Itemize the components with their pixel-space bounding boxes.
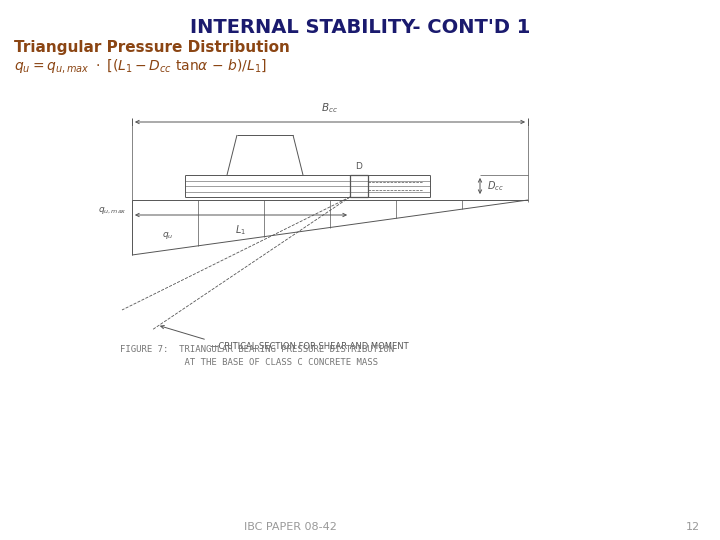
Text: $L_1$: $L_1$ bbox=[235, 223, 246, 237]
Text: $D_{cc}$: $D_{cc}$ bbox=[487, 179, 504, 193]
Text: $q_u$: $q_u$ bbox=[162, 230, 174, 241]
Text: IBC PAPER 08-42: IBC PAPER 08-42 bbox=[243, 522, 336, 532]
Text: $q_{u,max}$: $q_{u,max}$ bbox=[98, 205, 127, 216]
Text: —CRITICAL SECTION FOR SHEAR AND MOMENT: —CRITICAL SECTION FOR SHEAR AND MOMENT bbox=[210, 342, 409, 351]
Text: D: D bbox=[356, 162, 362, 171]
Text: AT THE BASE OF CLASS C CONCRETE MASS: AT THE BASE OF CLASS C CONCRETE MASS bbox=[120, 358, 378, 367]
Text: FIGURE 7:  TRIANGULAR BEARING PRESSURE DISTRIBUTION: FIGURE 7: TRIANGULAR BEARING PRESSURE DI… bbox=[120, 345, 394, 354]
Text: $B_{cc}$: $B_{cc}$ bbox=[322, 101, 338, 115]
Text: Triangular Pressure Distribution: Triangular Pressure Distribution bbox=[14, 40, 290, 55]
Text: 12: 12 bbox=[686, 522, 700, 532]
Text: INTERNAL STABILITY- CONT'D 1: INTERNAL STABILITY- CONT'D 1 bbox=[190, 18, 530, 37]
Text: $q_u = q_{u,max}\ \cdot\ [(L_1 - D_{cc}\ \mathregular{tan}\alpha\ \mathregular{-: $q_u = q_{u,max}\ \cdot\ [(L_1 - D_{cc}\… bbox=[14, 57, 267, 75]
